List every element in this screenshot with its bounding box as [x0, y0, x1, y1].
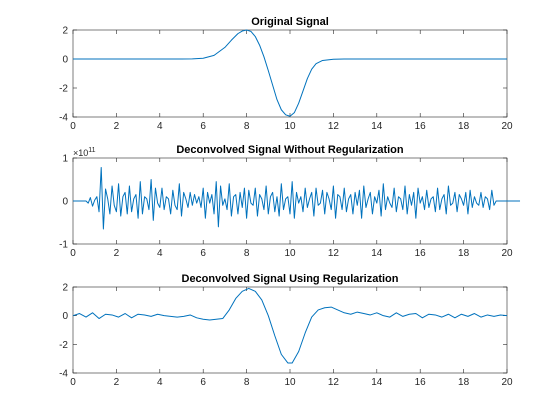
x-tick-label: 6 [200, 248, 206, 259]
y-tick-label: -2 [59, 84, 68, 95]
exponent-base: ×10 [73, 148, 88, 158]
x-tick-label: 4 [157, 377, 163, 388]
x-tick-label: 20 [501, 248, 513, 259]
x-tick-label: 8 [244, 377, 250, 388]
x-tick-label: 16 [415, 377, 427, 388]
x-tick-label: 18 [458, 248, 470, 259]
x-tick-label: 16 [415, 248, 427, 259]
subplot-1: Original Signal 0 2 4 6 8 10 12 14 16 18 20 -4 -2 0 2 [59, 16, 513, 132]
axis-exponent-label: ×1011 [73, 147, 96, 158]
y-tick-label: 0 [62, 311, 68, 322]
subplot-3: Deconvolved Signal Using Regularization 0… [59, 273, 513, 388]
x-tick-label: 10 [284, 248, 296, 259]
x-tick-label: 18 [458, 121, 470, 132]
x-tick-label: 14 [371, 248, 383, 259]
x-tick-label: 6 [200, 377, 206, 388]
y-tick-label: -4 [59, 113, 68, 124]
x-tick-label: 8 [244, 121, 250, 132]
x-tick-label: 2 [114, 121, 120, 132]
y-tick-label: -1 [59, 240, 68, 251]
y-tick-label: 2 [62, 283, 68, 294]
x-tick-label: 16 [415, 121, 427, 132]
subplot-2: Deconvolved Signal Without Regularizatio… [59, 144, 521, 259]
x-tick-label: 0 [70, 377, 76, 388]
y-tick-label: -4 [59, 369, 68, 380]
x-tick-label: 20 [501, 377, 513, 388]
x-tick-label: 10 [284, 377, 296, 388]
x-tick-label: 6 [200, 121, 206, 132]
x-tick-label: 10 [284, 121, 296, 132]
y-tick-label: 1 [62, 154, 68, 165]
series-line [73, 29, 507, 117]
series-line [72, 287, 508, 364]
x-tick-label: 0 [70, 248, 76, 259]
x-tick-label: 4 [157, 248, 163, 259]
x-tick-label: 12 [328, 248, 340, 259]
y-tick-label: -2 [59, 340, 68, 351]
y-tick-label: 0 [62, 55, 68, 66]
chart-title: Original Signal [251, 16, 329, 28]
axes-box [72, 29, 508, 118]
y-tick-label: 0 [62, 197, 68, 208]
y-tick-label: 2 [62, 26, 68, 37]
x-tick-label: 8 [244, 248, 250, 259]
axes-box [72, 286, 508, 374]
exponent-value: 11 [88, 147, 95, 154]
chart-title: Deconvolved Signal Using Regularization [182, 273, 399, 285]
x-tick-label: 0 [70, 121, 76, 132]
x-tick-label: 2 [114, 248, 120, 259]
x-tick-label: 14 [371, 121, 383, 132]
x-tick-label: 18 [458, 377, 470, 388]
series-line [73, 166, 521, 230]
x-tick-label: 2 [114, 377, 120, 388]
x-tick-label: 12 [328, 121, 340, 132]
chart-title: Deconvolved Signal Without Regularizatio… [176, 144, 404, 156]
x-tick-label: 4 [157, 121, 163, 132]
x-tick-label: 12 [328, 377, 340, 388]
x-tick-label: 14 [371, 377, 383, 388]
x-tick-label: 20 [501, 121, 513, 132]
